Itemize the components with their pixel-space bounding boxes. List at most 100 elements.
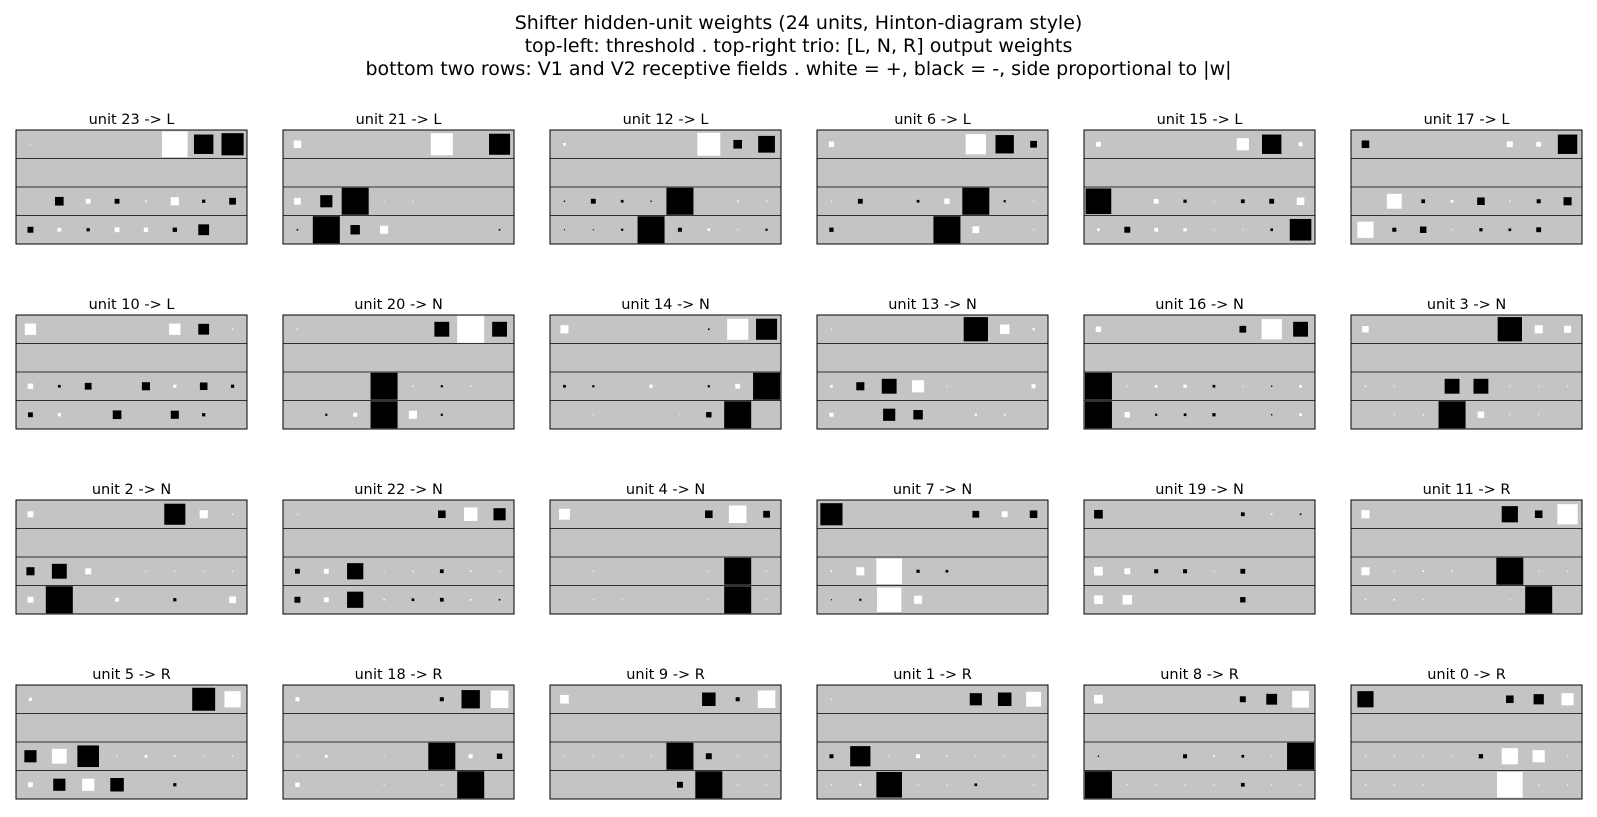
threshold-square <box>563 142 566 146</box>
v2-weight-square <box>86 228 90 232</box>
v1-weight-square <box>203 755 205 757</box>
v1-weight-square <box>1242 385 1244 387</box>
v2-weight-square <box>765 228 768 231</box>
v1-weight-square <box>232 755 234 757</box>
v1-weight-square <box>1154 384 1158 388</box>
v1-weight-square <box>1085 188 1112 215</box>
v1-weight-square <box>296 755 298 757</box>
output-weight-square <box>221 133 244 156</box>
v2-weight-square <box>917 784 919 786</box>
v2-weight-square <box>1538 414 1540 416</box>
v2-weight-square <box>877 587 902 612</box>
hinton-panel: unit 7 -> N <box>816 482 1049 615</box>
v1-weight-square <box>323 568 329 574</box>
v2-weight-square <box>1122 595 1133 605</box>
output-weight-square <box>1534 510 1543 519</box>
v2-weight-square <box>592 229 594 231</box>
v2-weight-square <box>198 224 210 236</box>
v2-weight-square <box>370 401 398 429</box>
panel-frame <box>1350 684 1583 800</box>
v1-weight-square <box>170 197 179 206</box>
v2-weight-square <box>1126 784 1128 786</box>
v2-weight-square <box>1154 227 1159 232</box>
v1-weight-square <box>84 382 92 390</box>
v1-weight-square <box>850 746 871 767</box>
output-weight-square <box>1240 512 1245 517</box>
hinton-panel: unit 18 -> R <box>282 667 515 800</box>
v1-weight-square <box>620 199 624 203</box>
v1-weight-square <box>1386 193 1402 209</box>
v1-weight-square <box>666 742 694 770</box>
hinton-panel: unit 3 -> N <box>1350 297 1583 430</box>
v1-weight-square <box>174 755 176 758</box>
v2-weight-square <box>1364 784 1366 786</box>
output-weight-square <box>1299 513 1302 516</box>
v2-weight-square <box>724 401 752 429</box>
panel-frame <box>15 314 248 430</box>
v2-weight-square <box>1242 229 1244 231</box>
v2-weight-square <box>1212 413 1216 417</box>
v2-weight-square <box>946 784 948 786</box>
v1-weight-square <box>1473 378 1489 394</box>
panel-frame <box>1083 684 1316 800</box>
v1-weight-square <box>1478 754 1484 759</box>
v2-weight-square <box>621 228 624 231</box>
v2-weight-square <box>1033 229 1035 231</box>
panel-title: unit 8 -> R <box>1160 667 1239 683</box>
v2-weight-square <box>110 778 124 792</box>
v1-weight-square <box>173 384 177 388</box>
panel-frame <box>549 314 782 430</box>
v2-weight-square <box>972 226 980 234</box>
output-weight-square <box>1506 141 1513 148</box>
v2-weight-square <box>724 586 752 614</box>
v2-weight-square <box>1124 226 1131 233</box>
output-weight-square <box>1536 141 1542 147</box>
v2-weight-square <box>1509 599 1511 601</box>
output-weight-square <box>439 697 444 702</box>
v1-weight-square <box>1240 199 1245 204</box>
v2-weight-square <box>498 228 501 231</box>
v2-weight-square <box>737 229 739 231</box>
panel-title: unit 0 -> R <box>1427 667 1506 683</box>
v1-weight-square <box>496 753 503 759</box>
v2-weight-square <box>1033 784 1035 786</box>
output-weight-square <box>231 328 234 330</box>
v1-weight-square <box>77 745 99 768</box>
panel-title: unit 14 -> N <box>621 297 710 313</box>
v2-weight-square <box>1393 598 1396 601</box>
v2-weight-square <box>383 598 385 601</box>
v2-weight-square <box>883 408 896 421</box>
panel-title: unit 19 -> N <box>1155 482 1244 498</box>
v1-weight-square <box>1563 197 1572 206</box>
v1-weight-square <box>203 570 205 572</box>
threshold-square <box>1096 141 1101 147</box>
v2-weight-square <box>1357 221 1374 238</box>
output-weight-square <box>1030 140 1037 148</box>
v2-weight-square <box>112 410 122 420</box>
panel-frame <box>1083 129 1316 245</box>
v2-weight-square <box>173 783 177 787</box>
v2-weight-square <box>408 410 417 419</box>
v1-weight-square <box>144 754 148 758</box>
output-weight-square <box>198 323 210 335</box>
v1-weight-square <box>592 755 594 757</box>
v1-weight-square <box>563 384 566 388</box>
output-weight-square <box>457 315 485 343</box>
v1-weight-square <box>370 372 398 400</box>
panel-title: unit 5 -> R <box>92 667 171 683</box>
output-weight-square <box>1533 694 1544 705</box>
v1-weight-square <box>1393 755 1395 757</box>
output-weight-square <box>972 510 980 518</box>
threshold-square <box>1361 140 1370 149</box>
hinton-panel: unit 1 -> R <box>816 667 1049 800</box>
v1-weight-square <box>229 197 236 205</box>
v2-weight-square <box>82 778 95 791</box>
figure-title-line-3: bottom two rows: V1 and V2 receptive fie… <box>365 58 1232 80</box>
panel-title: unit 20 -> N <box>354 297 443 313</box>
output-weight-square <box>1261 319 1282 340</box>
v1-weight-square <box>1269 198 1275 204</box>
v2-weight-square <box>830 784 832 786</box>
output-weight-square <box>224 691 241 708</box>
v1-weight-square <box>650 200 652 202</box>
output-weight-square <box>1292 690 1309 708</box>
